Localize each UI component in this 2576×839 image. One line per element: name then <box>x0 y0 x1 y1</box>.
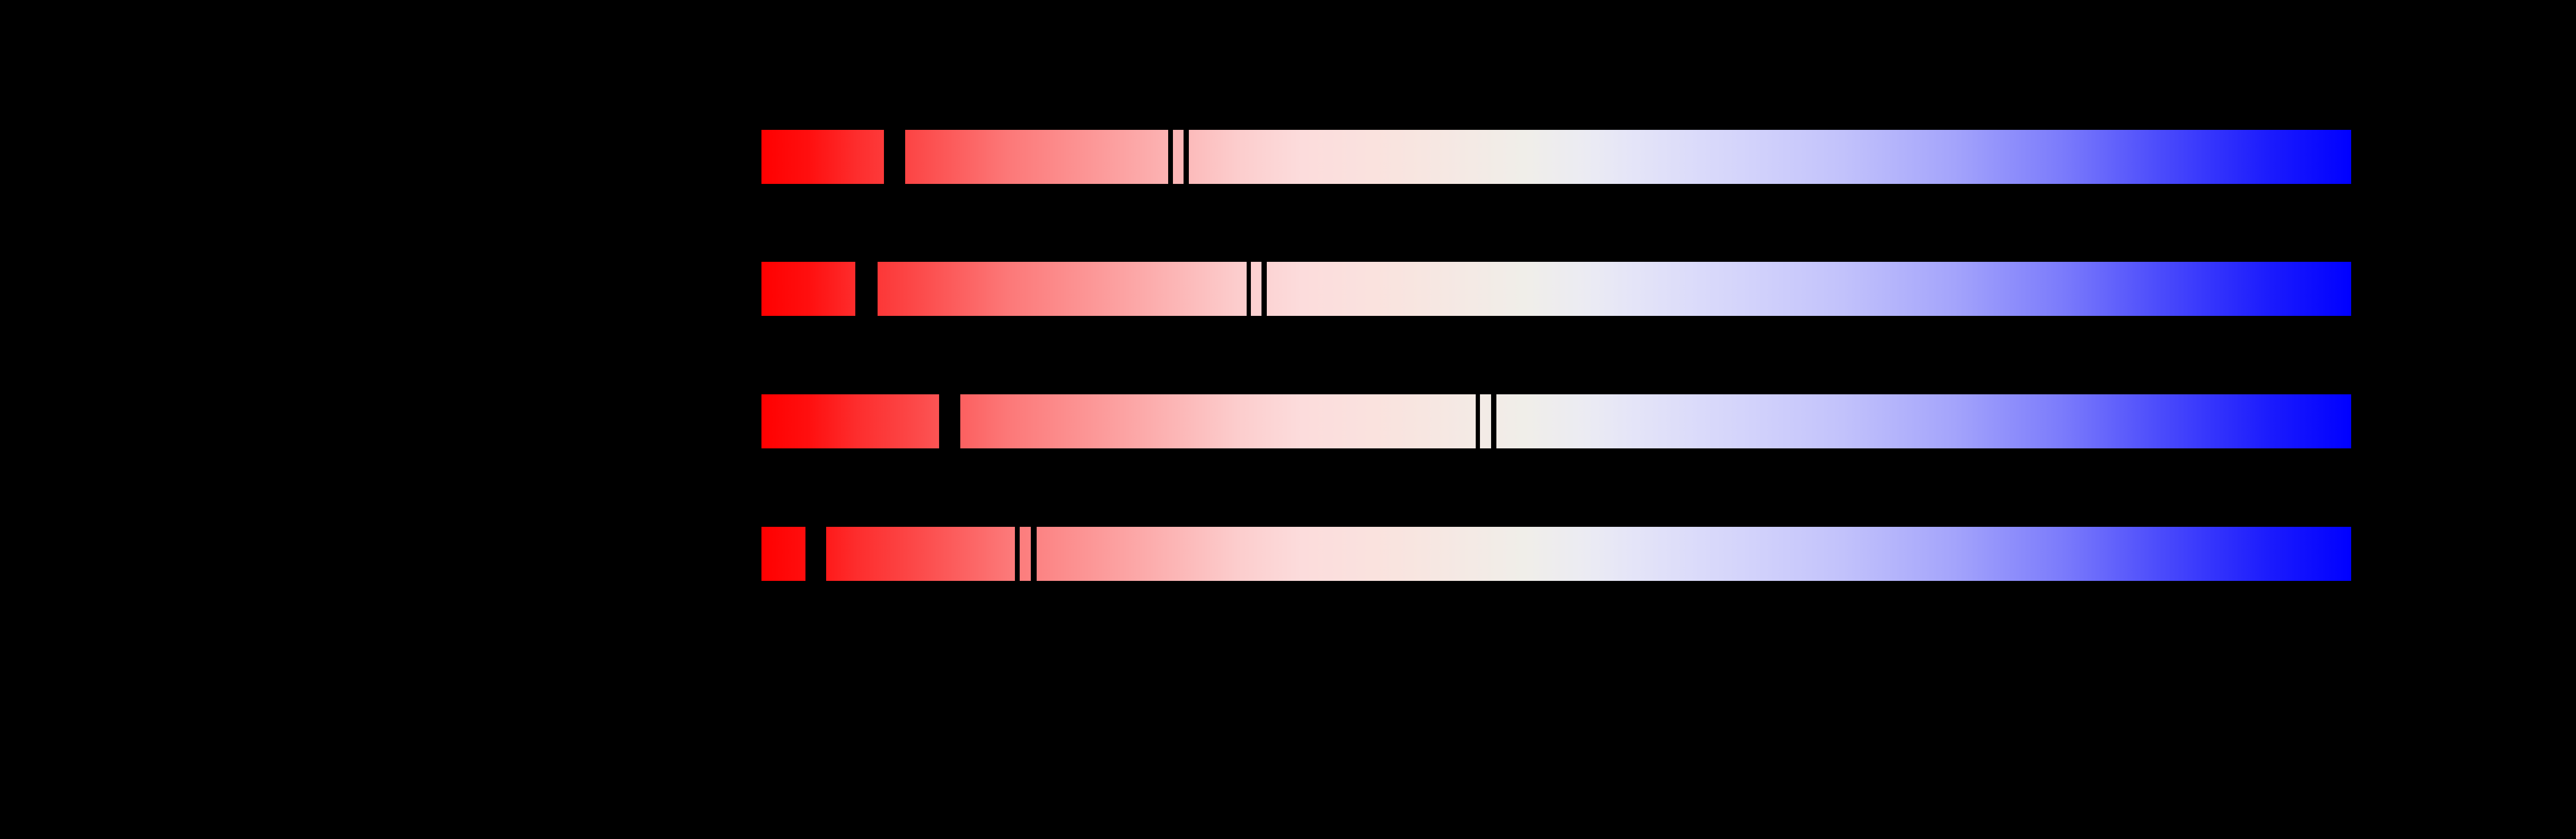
tick-mark-2 <box>1491 394 1496 448</box>
tick-mark-2 <box>1261 262 1267 316</box>
gradient-bar-row-1 <box>761 130 2351 184</box>
separator-band <box>855 262 878 316</box>
tick-mark-1 <box>1476 394 1480 448</box>
tick-mark-1 <box>1168 130 1173 184</box>
tick-mark-1 <box>1247 262 1251 316</box>
tick-mark-2 <box>1184 130 1189 184</box>
gradient-bar-row-4 <box>761 527 2351 581</box>
separator-band <box>884 130 905 184</box>
gradient-bar-row-3 <box>761 394 2351 448</box>
separator-band <box>805 527 826 581</box>
gradient-bar-row-2 <box>761 262 2351 316</box>
tick-mark-2 <box>1031 527 1037 581</box>
tick-mark-1 <box>1015 527 1020 581</box>
separator-band <box>939 394 960 448</box>
